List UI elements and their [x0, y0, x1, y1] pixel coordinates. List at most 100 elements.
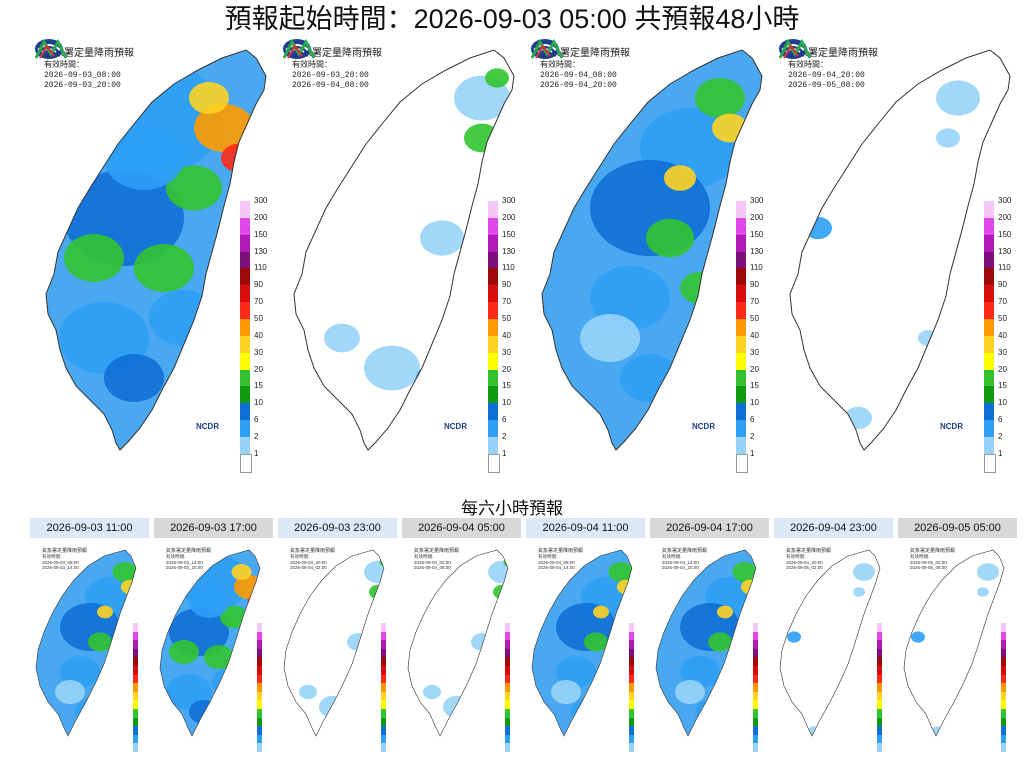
colorbar-tick: 2 — [502, 432, 507, 442]
colorbar-tick: 15 — [254, 381, 263, 391]
rain-area — [853, 563, 875, 581]
six-hour-panel-4[interactable]: 2026-09-04 05:00 氣象署定量降雨預報 有效時間： 2026-09-04… — [402, 518, 521, 770]
precip-colorbar — [736, 201, 748, 473]
colorbar-tick: 15 — [750, 381, 759, 391]
valid-time-start: 2026-09-04_08:00 — [538, 560, 575, 565]
coastline — [903, 549, 1005, 737]
colorbar-tick: 30 — [998, 347, 1007, 357]
colorbar-tick: 40 — [502, 330, 511, 340]
colorbar-segment — [488, 386, 498, 404]
ncdr-logo — [778, 38, 812, 59]
forecast-panel-4[interactable]: 氣象署定量降雨預報 有效時間： 2026-09-04_20:00 2026-09-05… — [778, 38, 1018, 481]
colorbar-segment — [877, 640, 882, 649]
colorbar-tick: 110 — [254, 263, 267, 273]
panel-title: 氣象署定量降雨預報 — [788, 48, 878, 59]
rain-area — [580, 314, 640, 362]
colorbar-segment — [629, 648, 634, 658]
six-hour-panel-3[interactable]: 2026-09-03 23:00 氣象署定量降雨預報 有效時間： 2026-09-03… — [278, 518, 397, 770]
ncdr-label: NCDR — [940, 422, 964, 431]
colorbar-segment — [984, 403, 994, 421]
colorbar-segment — [1001, 640, 1006, 649]
colorbar-segment — [984, 352, 994, 370]
ncdr-label: NCDR — [196, 422, 220, 431]
forecast-panel-2[interactable]: 氣象署定量降雨預報 有效時間： 2026-09-03_20:00 2026-09-04… — [282, 38, 522, 481]
six-hour-panel-6[interactable]: 2026-09-04 17:00 氣象署定量降雨預報 有效時間： 2026-09-04… — [650, 518, 769, 770]
panel-title: 氣象署定量降雨預報 — [414, 548, 460, 554]
taiwan-map — [789, 49, 1011, 451]
colorbar-segment — [257, 657, 262, 666]
colorbar-segment — [1001, 623, 1006, 632]
colorbar-tick: 110 — [998, 263, 1011, 273]
time-tab[interactable]: 2026-09-03 11:00 — [30, 518, 149, 538]
colorbar-tick: 300 — [998, 196, 1012, 205]
valid-time-end: 2026-09-03_20:00 — [44, 81, 121, 90]
colorbar-tick: 300 — [254, 196, 268, 205]
time-tab[interactable]: 2026-09-03 17:00 — [154, 518, 273, 538]
six-hour-panel-1[interactable]: 2026-09-03 11:00 氣象署定量降雨預報 有效時間： 2026-09-03… — [30, 518, 149, 770]
valid-time-label: 有效時間： — [290, 554, 313, 559]
colorbar-segment — [488, 403, 498, 421]
colorbar-segment — [488, 369, 498, 387]
colorbar-segment — [488, 268, 498, 286]
precip-colorbar — [488, 201, 500, 473]
time-tab[interactable]: 2026-09-04 17:00 — [650, 518, 769, 538]
rain-area — [936, 128, 960, 148]
colorbar-segment — [505, 717, 510, 727]
colorbar-segment — [488, 319, 498, 336]
six-hour-forecast-row: 2026-09-03 11:00 氣象署定量降雨預報 有效時間： 2026-09-03… — [30, 518, 1020, 770]
six-hour-forecast-title: 每六小時預報 — [461, 499, 563, 518]
colorbar-segment — [257, 648, 262, 658]
rain-area — [55, 680, 85, 704]
rain-area — [804, 216, 832, 240]
six-hour-panel-5[interactable]: 2026-09-04 11:00 氣象署定量降雨預報 有效時間： 2026-09-04… — [526, 518, 645, 770]
coastline — [293, 49, 515, 451]
colorbar-segment — [1001, 734, 1006, 744]
colorbar-segment — [505, 623, 510, 632]
colorbar-segment — [1001, 751, 1006, 761]
six-hour-panel-7[interactable]: 2026-09-04 23:00 氣象署定量降雨預報 有效時間： 2026-09-04… — [774, 518, 893, 770]
colorbar-segment — [984, 302, 994, 320]
colorbar-segment — [133, 640, 138, 649]
forecast-panel-1[interactable]: 氣象署定量降雨預報 有效時間： 2026-09-03_08:00 2026-09-03… — [34, 38, 274, 481]
valid-time-start: 2026-09-03_14:00 — [166, 560, 203, 565]
forecast-panel-3[interactable]: 氣象署定量降雨預報 有效時間： 2026-09-04_08:00 2026-09-04… — [530, 38, 770, 481]
colorbar-tick: 130 — [254, 246, 268, 256]
colorbar-segment — [877, 665, 882, 675]
colorbar-segment — [133, 743, 138, 752]
time-tab[interactable]: 2026-09-05 05:00 — [898, 518, 1017, 538]
colorbar-segment — [488, 217, 498, 235]
rain-area — [977, 587, 989, 597]
precip-colorbar — [240, 201, 252, 473]
colorbar-segment — [877, 631, 882, 641]
rain-area — [204, 645, 234, 669]
colorbar-segment — [240, 420, 250, 438]
rain-area — [104, 126, 184, 190]
time-tab[interactable]: 2026-09-04 05:00 — [402, 518, 521, 538]
colorbar-tick: 90 — [998, 280, 1007, 290]
colorbar-segment — [1001, 691, 1006, 701]
colorbar-tick: 70 — [750, 297, 759, 307]
colorbar-segment — [488, 335, 498, 353]
colorbar-segment — [381, 726, 386, 735]
valid-time-label: 有效時間： — [910, 554, 933, 559]
six-hour-panel-8[interactable]: 2026-09-05 05:00 氣象署定量降雨預報 有效時間： 2026-09-05… — [898, 518, 1017, 770]
rain-area — [134, 244, 194, 292]
colorbar-segment — [629, 674, 634, 684]
colorbar-segment — [381, 623, 386, 632]
colorbar-segment — [505, 674, 510, 684]
time-tab[interactable]: 2026-09-04 11:00 — [526, 518, 645, 538]
time-tab[interactable]: 2026-09-03 23:00 — [278, 518, 397, 538]
colorbar-segment — [753, 674, 758, 684]
colorbar-tick: 30 — [502, 347, 511, 357]
valid-time-end: 2026-09-03_14:00 — [42, 565, 79, 570]
colorbar-segment — [1001, 657, 1006, 666]
time-tab[interactable]: 2026-09-04 23:00 — [774, 518, 893, 538]
valid-time-start: 2026-09-04_20:00 — [788, 71, 865, 80]
colorbar-segment — [505, 665, 510, 675]
precip-colorbar — [505, 623, 510, 761]
six-hour-panel-2[interactable]: 2026-09-03 17:00 氣象署定量降雨預報 有效時間： 2026-09-03… — [154, 518, 273, 770]
rain-area — [345, 705, 361, 719]
colorbar-tick: 40 — [254, 330, 263, 340]
valid-time-end: 2026-09-04_02:00 — [290, 565, 327, 570]
rain-area — [112, 562, 136, 582]
